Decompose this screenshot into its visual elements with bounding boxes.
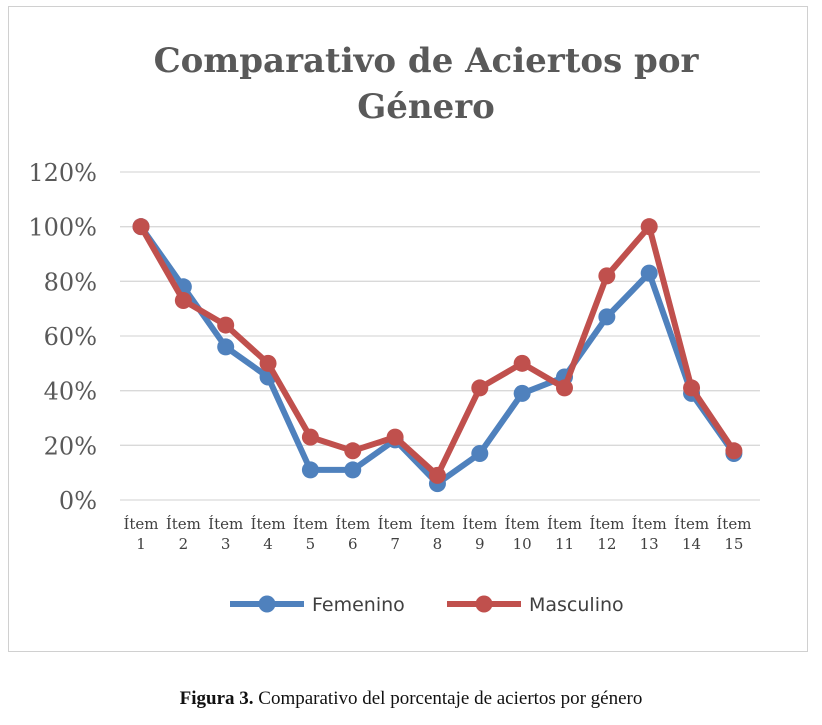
x-tick-label: Ítem bbox=[674, 515, 709, 533]
x-tick-label: Ítem bbox=[632, 515, 667, 533]
legend-swatch-marker bbox=[475, 595, 493, 613]
x-tick-label: 4 bbox=[263, 535, 273, 553]
data-point-femenino bbox=[344, 461, 362, 479]
x-tick-label: Ítem bbox=[716, 515, 751, 533]
data-point-masculino bbox=[132, 218, 150, 236]
data-point-masculino bbox=[259, 354, 277, 372]
data-point-masculino bbox=[301, 428, 319, 446]
data-point-femenino bbox=[513, 384, 531, 402]
x-tick-label: Ítem bbox=[166, 515, 201, 533]
x-tick-label: Ítem bbox=[589, 515, 624, 533]
x-tick-label: 9 bbox=[475, 535, 485, 553]
data-point-femenino bbox=[217, 338, 235, 356]
data-point-masculino bbox=[344, 442, 362, 460]
x-tick-label: 2 bbox=[179, 535, 189, 553]
x-tick-label: 14 bbox=[682, 535, 701, 553]
x-tick-label: 10 bbox=[513, 535, 532, 553]
legend-swatch-marker bbox=[258, 595, 276, 613]
data-point-femenino bbox=[301, 461, 319, 479]
figure-caption: Figura 3. Comparativo del porcentaje de … bbox=[0, 688, 822, 710]
legend-label: Masculino bbox=[529, 594, 624, 616]
data-point-masculino bbox=[513, 354, 531, 372]
y-tick-label: 60% bbox=[44, 323, 97, 351]
x-tick-label: 5 bbox=[306, 535, 316, 553]
x-tick-label: 12 bbox=[597, 535, 616, 553]
x-tick-label: Ítem bbox=[420, 515, 455, 533]
y-tick-label: 80% bbox=[44, 268, 97, 296]
y-tick-label: 100% bbox=[28, 214, 97, 242]
x-tick-label: Ítem bbox=[335, 515, 370, 533]
chart-title-line: Comparativo de Aciertos por bbox=[154, 41, 700, 81]
caption-text: Comparativo del porcentaje de aciertos p… bbox=[253, 688, 643, 709]
x-tick-label: Ítem bbox=[123, 515, 158, 533]
data-point-masculino bbox=[174, 291, 192, 309]
data-point-masculino bbox=[471, 379, 489, 397]
x-tick-label: Ítem bbox=[378, 515, 413, 533]
data-point-masculino bbox=[386, 428, 404, 446]
x-tick-label: Ítem bbox=[293, 515, 328, 533]
x-tick-label: 11 bbox=[555, 535, 574, 553]
data-point-masculino bbox=[556, 379, 573, 397]
x-tick-label: Ítem bbox=[505, 515, 540, 533]
y-tick-label: 120% bbox=[28, 159, 97, 187]
data-point-masculino bbox=[428, 466, 446, 484]
chart-title-line: Género bbox=[357, 87, 495, 127]
y-tick-label: 40% bbox=[44, 378, 97, 406]
x-tick-label: 7 bbox=[390, 535, 400, 553]
data-point-masculino bbox=[683, 379, 701, 397]
data-point-femenino bbox=[471, 445, 489, 463]
data-point-masculino bbox=[725, 442, 743, 460]
x-tick-label: Ítem bbox=[547, 515, 582, 533]
data-point-masculino bbox=[598, 267, 616, 285]
caption-label: Figura 3. bbox=[179, 688, 254, 709]
x-tick-label: Ítem bbox=[462, 515, 497, 533]
x-tick-label: 1 bbox=[136, 535, 146, 553]
legend-label: Femenino bbox=[312, 594, 405, 616]
data-point-femenino bbox=[640, 264, 658, 282]
x-tick-label: 15 bbox=[724, 535, 743, 553]
x-tick-label: 8 bbox=[433, 535, 443, 553]
x-tick-label: 3 bbox=[221, 535, 231, 553]
x-tick-label: Ítem bbox=[208, 515, 243, 533]
data-point-masculino bbox=[217, 316, 235, 334]
data-point-masculino bbox=[640, 218, 658, 236]
x-tick-label: Ítem bbox=[251, 515, 286, 533]
y-tick-label: 0% bbox=[59, 487, 97, 515]
x-tick-label: 13 bbox=[640, 535, 659, 553]
line-chart: Comparativo de Aciertos por Género 0% 20% 40… bbox=[28, 41, 760, 616]
y-tick-label: 20% bbox=[44, 432, 97, 460]
data-point-femenino bbox=[598, 308, 616, 326]
x-tick-label: 6 bbox=[348, 535, 358, 553]
